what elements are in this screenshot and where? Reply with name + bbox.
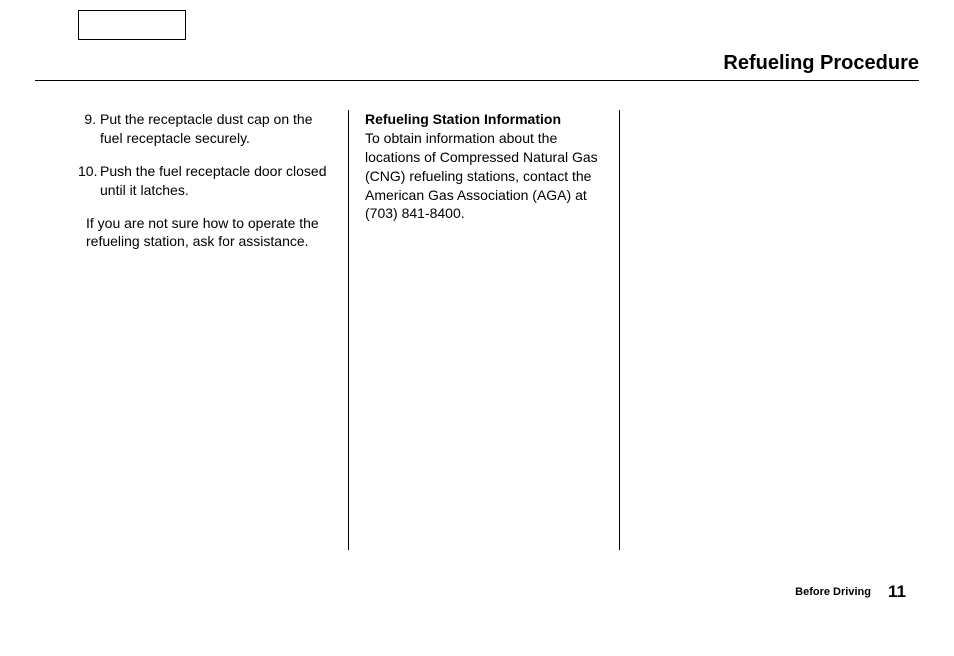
column2-body: To obtain information about the location… (365, 130, 598, 222)
list-item-9: 9. Put the receptacle dust cap on the fu… (78, 110, 330, 148)
list-text: Push the fuel receptacle door closed unt… (100, 162, 330, 200)
column-1: 9. Put the receptacle dust cap on the fu… (78, 110, 348, 550)
page-footer: Before Driving 11 (795, 582, 906, 602)
list-number: 10. (78, 162, 100, 200)
column-2: Refueling Station Information To obtain … (349, 110, 619, 550)
list-text: Put the receptacle dust cap on the fuel … (100, 110, 330, 148)
list-number: 9. (78, 110, 100, 148)
column2-heading: Refueling Station Information (365, 111, 561, 127)
page-title: Refueling Procedure (723, 52, 919, 75)
footer-page-number: 11 (888, 582, 906, 601)
header-divider (35, 80, 919, 81)
footer-section-label: Before Driving (795, 586, 871, 598)
note-text: If you are not sure how to operate the r… (78, 214, 330, 252)
top-empty-box (78, 10, 186, 40)
column2-paragraph: Refueling Station Information To obtain … (365, 110, 601, 223)
column-3 (620, 110, 890, 550)
content-columns: 9. Put the receptacle dust cap on the fu… (78, 110, 890, 550)
list-item-10: 10. Push the fuel receptacle door closed… (78, 162, 330, 200)
